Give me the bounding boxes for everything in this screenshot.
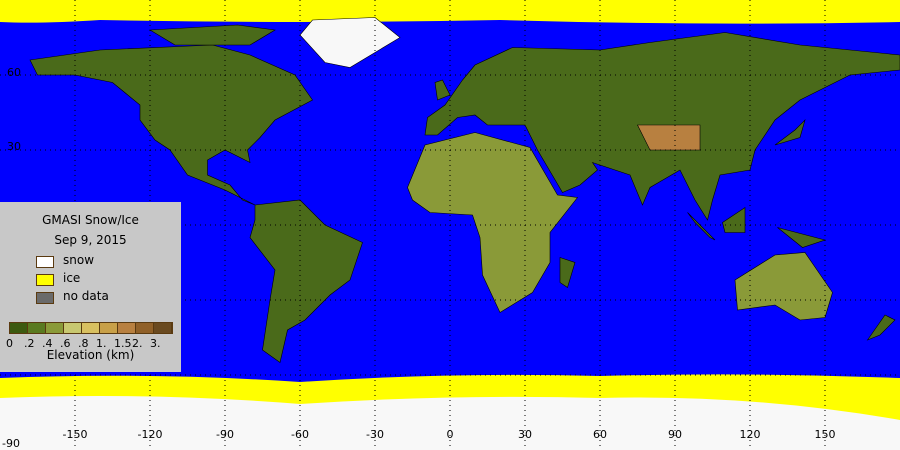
- snow-swatch: [36, 256, 54, 268]
- longitude-label: 0: [446, 428, 454, 441]
- longitude-label: -120: [137, 428, 163, 441]
- colorbar-tick-label: 1.5: [114, 337, 132, 350]
- colorbar-tick-label: 2.: [132, 337, 143, 350]
- colorbar-tick-label: .4: [42, 337, 53, 350]
- snow-label: snow: [63, 253, 95, 267]
- sumatra: [687, 212, 716, 241]
- great-britain: [434, 79, 451, 101]
- longitude-label: 90: [668, 428, 682, 441]
- longitude-label: 150: [814, 428, 836, 441]
- longitude-label: -150: [62, 428, 88, 441]
- borneo: [722, 206, 746, 233]
- new-guinea: [777, 227, 827, 248]
- colorbar-bin: [100, 323, 118, 333]
- ice-label: ice: [63, 271, 81, 285]
- longitude-label: 120: [739, 428, 761, 441]
- madagascar: [559, 257, 576, 288]
- colorbar-tick-label: .6: [60, 337, 71, 350]
- legend-title: GMASI Snow/Ice: [42, 213, 139, 227]
- longitude-label: -90: [216, 428, 234, 441]
- longitude-label: 60: [593, 428, 607, 441]
- colorbar-tick-label: .2: [24, 337, 35, 350]
- colorbar-bin: [82, 323, 100, 333]
- colorbar-label: Elevation (km): [46, 348, 135, 362]
- lat-label-60: 60: [7, 66, 21, 79]
- colorbar-tick-label: .8: [78, 337, 89, 350]
- colorbar-bin: [154, 323, 172, 333]
- colorbar-tick-label: 1.: [96, 337, 107, 350]
- colorbar-bin: [136, 323, 154, 333]
- colorbar-bin: [64, 323, 82, 333]
- colorbar-tick-label: 3.: [150, 337, 161, 350]
- colorbar-bin: [118, 323, 136, 333]
- arctic-islands: [149, 24, 276, 46]
- lat-label-minus-90: -90: [2, 437, 20, 450]
- antarctica-snow: [0, 396, 900, 450]
- no-data-label: no data: [63, 289, 109, 303]
- north-america: [29, 44, 313, 206]
- south-america: [249, 199, 363, 364]
- africa: [407, 132, 579, 313]
- longitude-label: 30: [518, 428, 532, 441]
- lat-label-30: 30: [7, 140, 21, 153]
- colorbar-tick-label: 0: [6, 337, 13, 350]
- australia: [734, 252, 833, 321]
- no-data-swatch: [36, 292, 54, 304]
- ice-swatch: [36, 274, 54, 286]
- elevation-colorbar: [9, 322, 173, 334]
- new-zealand: [866, 314, 896, 341]
- japan: [774, 118, 806, 146]
- longitude-label: -30: [366, 428, 384, 441]
- longitude-label: -60: [291, 428, 309, 441]
- colorbar-bin: [28, 323, 46, 333]
- legend-panel: GMASI Snow/Ice Sep 9, 2015 snow ice no d…: [0, 202, 181, 372]
- colorbar-bin: [46, 323, 64, 333]
- legend-date: Sep 9, 2015: [54, 233, 127, 247]
- colorbar-bin: [10, 323, 28, 333]
